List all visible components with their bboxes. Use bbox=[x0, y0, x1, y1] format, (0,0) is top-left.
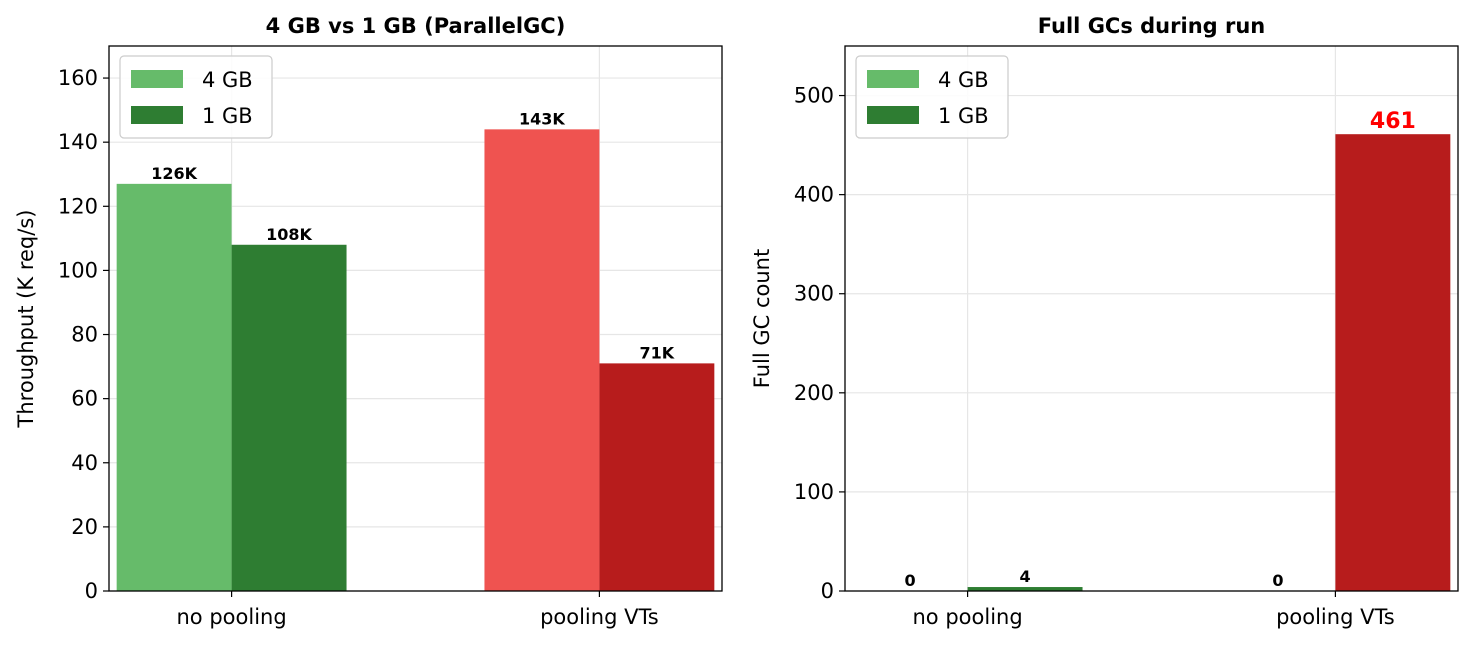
x-tick-label: pooling VTs bbox=[1276, 605, 1395, 629]
legend-swatch bbox=[131, 70, 183, 88]
y-tick-label: 300 bbox=[794, 282, 834, 306]
data-label: 0 bbox=[905, 571, 916, 590]
data-label: 126K bbox=[151, 164, 197, 183]
legend-swatch bbox=[131, 106, 183, 124]
bar bbox=[484, 129, 600, 591]
data-label: 143K bbox=[519, 109, 565, 128]
y-tick-label: 160 bbox=[58, 66, 98, 90]
bar bbox=[1335, 134, 1451, 591]
y-tick-label: 100 bbox=[58, 258, 98, 282]
y-tick-label: 200 bbox=[794, 381, 834, 405]
y-tick-label: 500 bbox=[794, 84, 834, 108]
data-label: 461 bbox=[1370, 109, 1416, 134]
legend-label: 1 GB bbox=[202, 104, 253, 128]
axes-frame bbox=[844, 45, 1459, 592]
bar bbox=[231, 244, 347, 591]
x-tick-label: pooling VTs bbox=[540, 605, 659, 629]
y-axis-label: Full GC count bbox=[750, 249, 774, 388]
data-label: 71K bbox=[640, 343, 675, 362]
y-tick-label: 100 bbox=[794, 480, 834, 504]
legend-label: 4 GB bbox=[938, 68, 989, 92]
chart-title: Full GCs during run bbox=[1038, 14, 1266, 38]
y-tick-label: 140 bbox=[58, 130, 98, 154]
y-tick-label: 120 bbox=[58, 194, 98, 218]
chart-panel-1: 126K 143K 108K 71K 0 20 40 60 80 100 120 140 160 no p… bbox=[14, 14, 723, 629]
chart-title: 4 GB vs 1 GB (ParallelGC) bbox=[266, 14, 566, 38]
bar bbox=[967, 587, 1083, 591]
y-tick-label: 60 bbox=[71, 387, 98, 411]
y-tick-label: 400 bbox=[794, 183, 834, 207]
x-tick-label: no pooling bbox=[913, 605, 1023, 629]
y-tick-label: 0 bbox=[85, 579, 98, 603]
y-tick-label: 40 bbox=[71, 451, 98, 475]
y-axis-label: Throughput (K req/s) bbox=[14, 210, 38, 429]
chart-panel-2: 0 0 4 461 0 100 200 300 400 500 no pooling pooling … bbox=[750, 14, 1459, 629]
y-tick-label: 80 bbox=[71, 323, 98, 347]
bar bbox=[116, 183, 232, 591]
bar bbox=[599, 363, 715, 591]
y-tick-label: 20 bbox=[71, 515, 98, 539]
data-label: 108K bbox=[266, 225, 312, 244]
data-label: 4 bbox=[1019, 567, 1030, 586]
legend-swatch bbox=[867, 106, 919, 124]
legend-swatch bbox=[867, 70, 919, 88]
axes-frame bbox=[108, 45, 723, 592]
legend-label: 4 GB bbox=[202, 68, 253, 92]
y-tick-label: 0 bbox=[821, 579, 834, 603]
data-label: 0 bbox=[1272, 571, 1283, 590]
legend-label: 1 GB bbox=[938, 104, 989, 128]
x-tick-label: no pooling bbox=[177, 605, 287, 629]
